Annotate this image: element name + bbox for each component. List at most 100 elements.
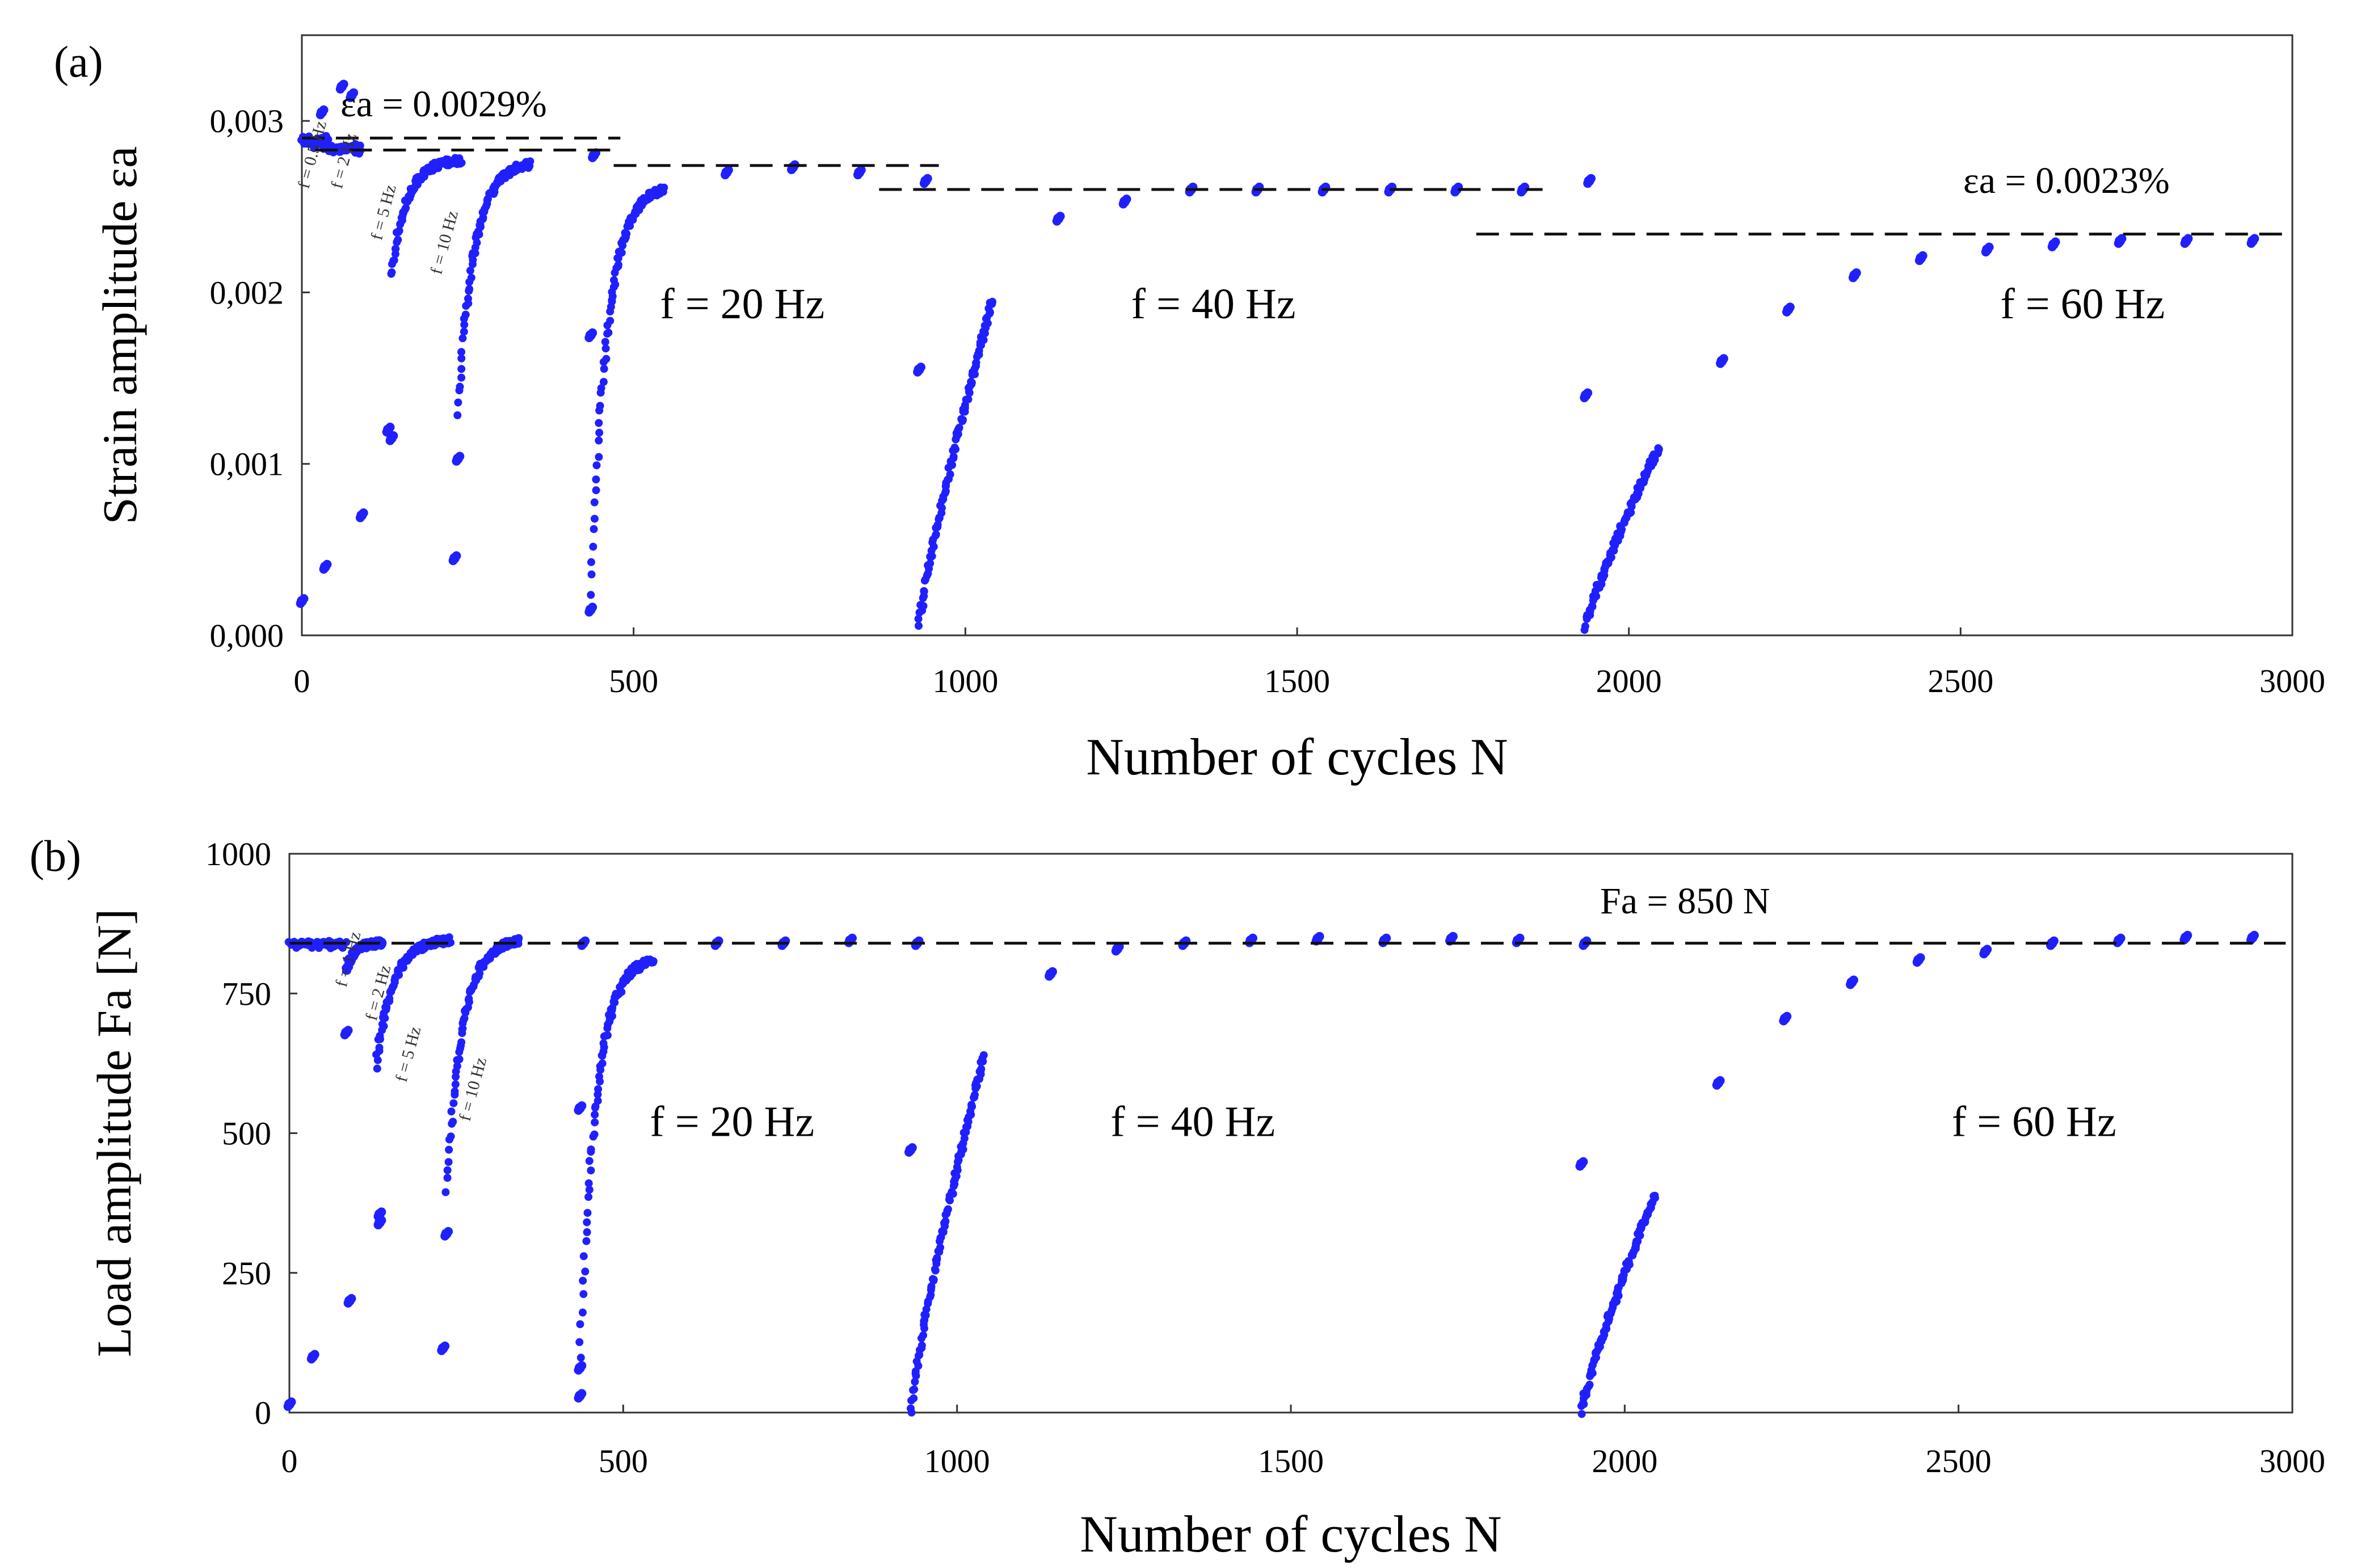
data-point [296, 598, 305, 608]
data-point [853, 170, 862, 180]
data-point [721, 170, 730, 180]
x-tick-label: 500 [609, 663, 658, 699]
data-point [920, 587, 928, 595]
data-point [394, 235, 402, 244]
data-point [1651, 1194, 1659, 1202]
data-point [591, 1118, 599, 1127]
y-tick-label: 0,000 [210, 617, 284, 654]
data-point [574, 1393, 583, 1403]
data-point [587, 1166, 595, 1175]
data-point [914, 614, 923, 623]
data-point [595, 1072, 604, 1081]
panel-b-load-chart: (b) 0 500 1000 1500 2000 2500 3000 0 250 500 750 10… [30, 831, 2325, 1563]
data-point [979, 336, 988, 344]
data-point [606, 317, 615, 325]
data-point [346, 93, 355, 103]
data-point [2047, 242, 2057, 252]
data-point [906, 1404, 915, 1413]
x-tick-label: 2500 [1926, 1443, 1992, 1480]
data-point [445, 1145, 453, 1154]
data-point [971, 370, 979, 378]
data-point [977, 1065, 986, 1073]
data-point [574, 1106, 583, 1115]
data-point [456, 382, 464, 391]
data-point [585, 1157, 594, 1165]
x-tick-label: 3000 [2259, 1443, 2325, 1480]
data-point [931, 531, 940, 539]
data-point [904, 1147, 914, 1157]
data-point [926, 559, 935, 568]
data-point [914, 622, 923, 630]
data-point [2046, 941, 2056, 950]
data-point [1848, 273, 1858, 283]
data-point [952, 1172, 961, 1181]
data-point [1575, 1161, 1585, 1171]
data-point [964, 395, 973, 403]
data-point [464, 294, 472, 303]
data-point [515, 934, 523, 942]
data-point [323, 136, 332, 145]
data-point [461, 310, 470, 319]
data-point [1450, 187, 1460, 197]
data-point [447, 938, 455, 947]
data-point [610, 276, 618, 284]
data-point [584, 607, 594, 617]
frequency-label: f = 40 Hz [1110, 1098, 1275, 1145]
data-point [608, 1012, 617, 1021]
data-point [437, 1346, 447, 1355]
frequency-label: f = 20 Hz [650, 1098, 814, 1145]
data-point [594, 1097, 602, 1105]
data-point [457, 373, 466, 382]
y-tick-label: 0,002 [210, 274, 284, 311]
data-point [583, 1228, 591, 1237]
panel-b-x-axis-label: Number of cycles N [1080, 1505, 1501, 1563]
data-point [471, 249, 479, 258]
x-tick-label: 0 [281, 1443, 298, 1480]
panel-b-ticks: 0 500 1000 1500 2000 2500 3000 0 250 500 750 1000 [205, 836, 2325, 1480]
data-point [457, 1038, 466, 1047]
data-point [443, 1174, 452, 1182]
data-point [595, 419, 603, 427]
data-point [451, 1080, 460, 1089]
data-point [475, 230, 483, 239]
data-point [598, 1059, 607, 1068]
data-point [449, 1118, 457, 1126]
data-point [599, 1039, 608, 1048]
data-point [1583, 179, 1593, 188]
panel-b-ref-label-850n: Fa = 850 N [1600, 880, 1770, 922]
data-point [460, 327, 468, 336]
panel-a-letter: (a) [54, 37, 103, 86]
data-point [1782, 307, 1791, 317]
data-point [946, 470, 954, 479]
data-point [2246, 238, 2256, 248]
data-point [587, 1145, 595, 1154]
data-point [587, 558, 595, 566]
data-point [614, 260, 622, 269]
data-point [955, 423, 963, 432]
data-point [453, 411, 462, 419]
data-point [467, 273, 475, 282]
data-point [921, 1311, 930, 1320]
x-tick-label: 1500 [1258, 1443, 1324, 1480]
data-point [588, 153, 597, 162]
data-point [910, 1394, 918, 1402]
data-point [576, 1354, 585, 1362]
data-point [1580, 393, 1589, 403]
data-point [616, 247, 624, 256]
data-point [988, 300, 996, 308]
x-tick-label: 2500 [1927, 663, 1993, 699]
data-point [582, 1237, 591, 1245]
data-point [597, 384, 605, 393]
data-point [447, 1107, 456, 1116]
x-tick-label: 1000 [924, 1443, 990, 1480]
data-point [576, 1320, 584, 1329]
data-point [391, 245, 399, 253]
data-point [970, 1093, 979, 1102]
data-point [1581, 622, 1589, 630]
data-point [456, 157, 464, 166]
data-point [401, 205, 409, 214]
data-point [583, 1208, 592, 1217]
frequency-label: f = 60 Hz [2000, 280, 2165, 328]
data-point [600, 365, 608, 373]
